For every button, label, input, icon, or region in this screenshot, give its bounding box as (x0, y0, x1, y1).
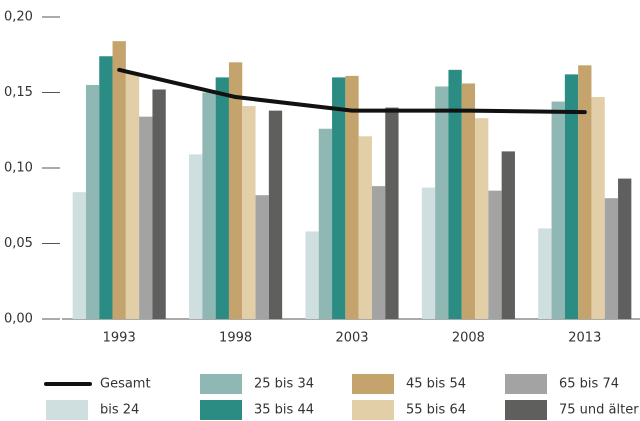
bar (461, 83, 476, 319)
x-tick-label: 2003 (335, 331, 368, 346)
bar (268, 110, 283, 320)
y-tick-label: 0,05 (4, 236, 33, 251)
bar (125, 72, 140, 320)
bar (189, 154, 203, 319)
bar (85, 84, 100, 319)
legend-label: bis 24 (100, 403, 139, 418)
legend-label: Gesamt (100, 377, 151, 392)
bar (139, 116, 153, 319)
bar (202, 92, 216, 319)
x-tick-label: 2013 (568, 331, 601, 346)
bar (564, 74, 579, 319)
legend-label: 55 bis 64 (406, 403, 466, 418)
bar (242, 106, 256, 319)
bar (475, 118, 489, 319)
legend-swatch (200, 374, 242, 394)
legend-swatch (352, 400, 394, 420)
y-tick-label: 0,20 (4, 10, 33, 25)
bar (99, 56, 113, 319)
line-series (117, 67, 587, 115)
bar (421, 187, 436, 319)
x-tick-label: 1993 (103, 331, 136, 346)
legend-swatch (46, 400, 88, 420)
bar (112, 41, 126, 319)
bar (578, 65, 592, 319)
bar (591, 97, 605, 319)
legend-label: 75 und älter (559, 403, 639, 418)
bar (72, 192, 86, 319)
bar (305, 231, 319, 319)
bar (371, 186, 386, 319)
legend-swatch (505, 400, 547, 420)
legend-label: 25 bis 34 (254, 377, 314, 392)
bar (385, 107, 399, 319)
bar (215, 77, 229, 320)
bar (551, 101, 565, 319)
bar (255, 195, 269, 319)
bar (538, 228, 552, 319)
bar (152, 89, 166, 319)
bar (358, 136, 372, 319)
bar (435, 86, 449, 320)
bar (332, 77, 346, 320)
legend-swatch (200, 400, 242, 420)
x-tick-label: 1998 (219, 331, 252, 346)
legend-swatch (505, 374, 547, 394)
bar (345, 75, 359, 319)
bar (318, 128, 333, 319)
y-tick-label: 0,00 (4, 312, 33, 327)
legend-label: 65 bis 74 (559, 377, 619, 392)
legend-label: 45 bis 54 (406, 377, 466, 392)
y-tick-label: 0,15 (4, 85, 33, 100)
bar (501, 151, 515, 319)
y-tick-label: 0,10 (4, 161, 33, 176)
legend-swatch (352, 374, 394, 394)
bar (448, 69, 462, 319)
bar (618, 178, 632, 319)
bar (604, 198, 619, 319)
legend-label: 35 bis 44 (254, 403, 314, 418)
bar (228, 62, 243, 320)
bar (488, 190, 502, 319)
x-tick-label: 2008 (452, 331, 485, 346)
